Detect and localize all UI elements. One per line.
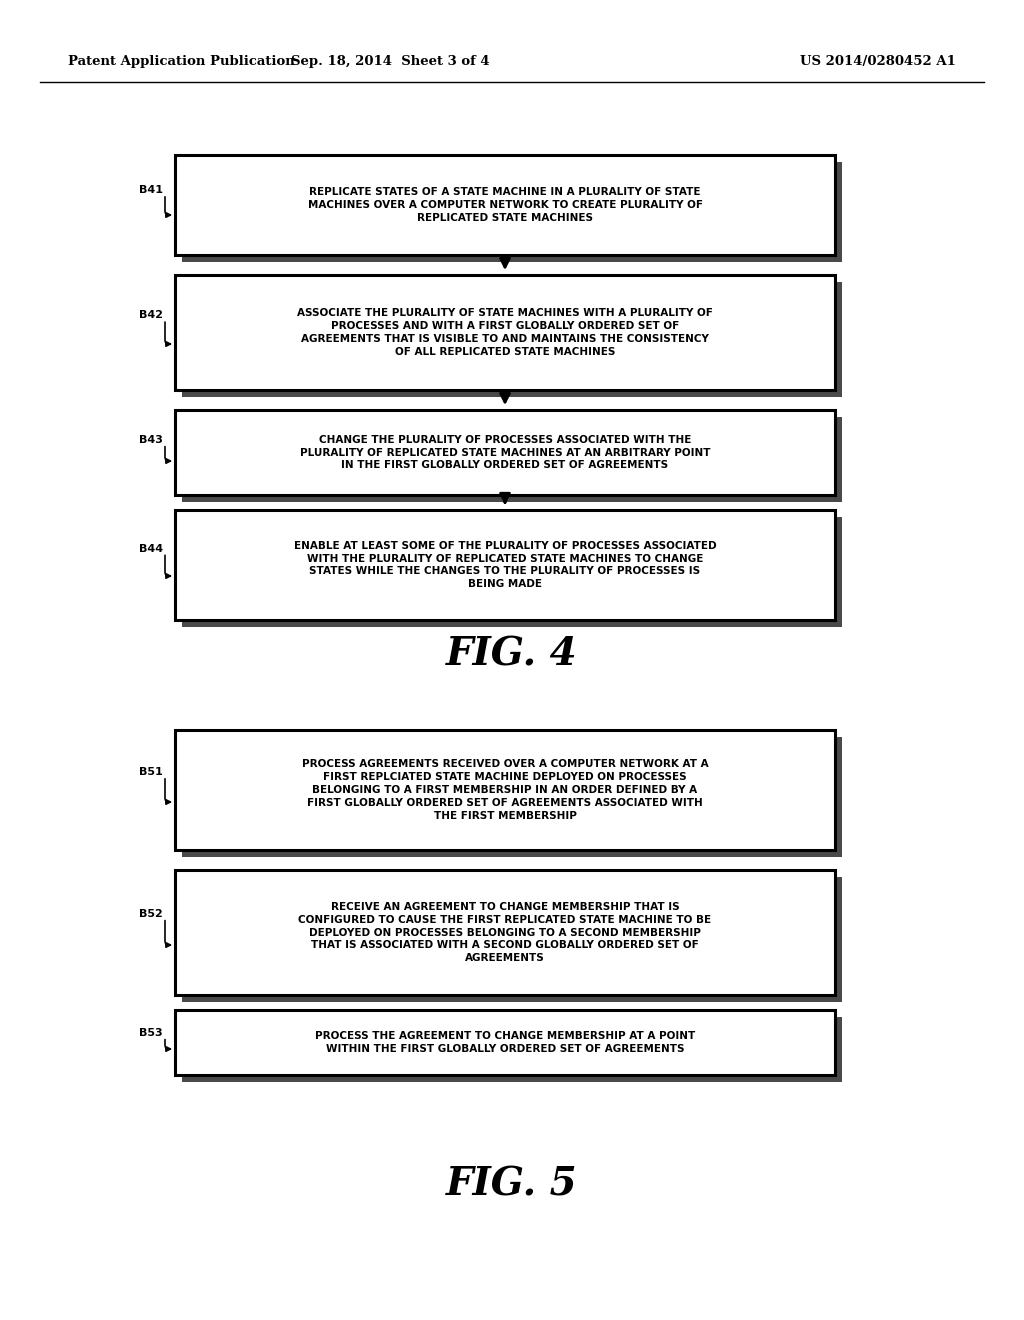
Bar: [182, 876, 842, 1002]
Text: ENABLE AT LEAST SOME OF THE PLURALITY OF PROCESSES ASSOCIATED
WITH THE PLURALITY: ENABLE AT LEAST SOME OF THE PLURALITY OF…: [294, 541, 717, 589]
Bar: [182, 517, 842, 627]
Text: FIG. 4: FIG. 4: [446, 636, 578, 675]
Bar: [175, 870, 835, 995]
Text: B53: B53: [139, 1028, 163, 1038]
Text: CHANGE THE PLURALITY OF PROCESSES ASSOCIATED WITH THE
PLURALITY OF REPLICATED ST: CHANGE THE PLURALITY OF PROCESSES ASSOCI…: [300, 434, 711, 470]
Bar: [175, 510, 835, 620]
Bar: [175, 730, 835, 850]
Text: B52: B52: [139, 908, 163, 919]
Text: FIG. 5: FIG. 5: [446, 1166, 578, 1204]
Text: B44: B44: [139, 544, 163, 553]
Bar: [182, 1016, 842, 1082]
Text: B43: B43: [139, 434, 163, 445]
Text: PROCESS AGREEMENTS RECEIVED OVER A COMPUTER NETWORK AT A
FIRST REPLCIATED STATE : PROCESS AGREEMENTS RECEIVED OVER A COMPU…: [302, 759, 709, 821]
Text: REPLICATE STATES OF A STATE MACHINE IN A PLURALITY OF STATE
MACHINES OVER A COMP: REPLICATE STATES OF A STATE MACHINE IN A…: [307, 187, 702, 223]
Bar: [175, 1010, 835, 1074]
Text: Sep. 18, 2014  Sheet 3 of 4: Sep. 18, 2014 Sheet 3 of 4: [291, 55, 489, 69]
Text: B42: B42: [139, 310, 163, 321]
Text: B41: B41: [139, 185, 163, 195]
Bar: [175, 154, 835, 255]
Bar: [175, 411, 835, 495]
Bar: [182, 282, 842, 397]
Bar: [182, 162, 842, 261]
Bar: [182, 417, 842, 502]
Bar: [182, 737, 842, 857]
Text: ASSOCIATE THE PLURALITY OF STATE MACHINES WITH A PLURALITY OF
PROCESSES AND WITH: ASSOCIATE THE PLURALITY OF STATE MACHINE…: [297, 309, 713, 356]
Text: PROCESS THE AGREEMENT TO CHANGE MEMBERSHIP AT A POINT
WITHIN THE FIRST GLOBALLY : PROCESS THE AGREEMENT TO CHANGE MEMBERSH…: [314, 1031, 695, 1053]
Text: Patent Application Publication: Patent Application Publication: [68, 55, 295, 69]
Bar: [175, 275, 835, 389]
Text: US 2014/0280452 A1: US 2014/0280452 A1: [800, 55, 956, 69]
Text: RECEIVE AN AGREEMENT TO CHANGE MEMBERSHIP THAT IS
CONFIGURED TO CAUSE THE FIRST : RECEIVE AN AGREEMENT TO CHANGE MEMBERSHI…: [298, 902, 712, 964]
Text: B51: B51: [139, 767, 163, 777]
